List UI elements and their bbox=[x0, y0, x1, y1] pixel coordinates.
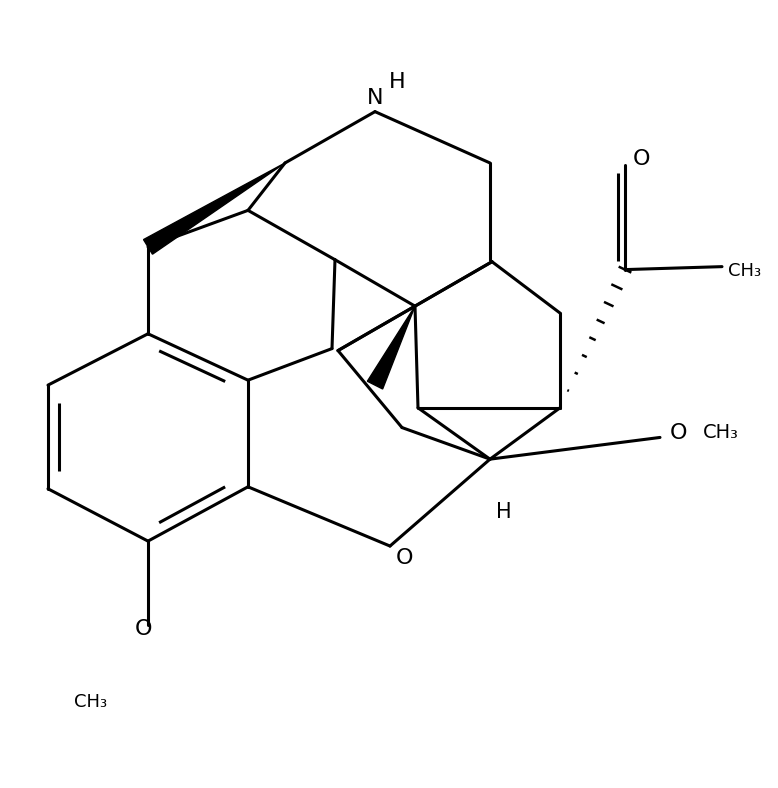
Text: O: O bbox=[669, 423, 687, 443]
Text: CH₃: CH₃ bbox=[74, 693, 107, 711]
Text: CH₃: CH₃ bbox=[703, 423, 738, 442]
Polygon shape bbox=[367, 306, 415, 389]
Polygon shape bbox=[143, 163, 285, 255]
Text: O: O bbox=[395, 548, 413, 567]
Text: N: N bbox=[366, 87, 384, 108]
Text: H: H bbox=[496, 503, 511, 522]
Text: O: O bbox=[135, 619, 152, 639]
Text: CH₃: CH₃ bbox=[728, 262, 762, 280]
Text: H: H bbox=[389, 72, 405, 92]
Text: O: O bbox=[633, 149, 650, 169]
